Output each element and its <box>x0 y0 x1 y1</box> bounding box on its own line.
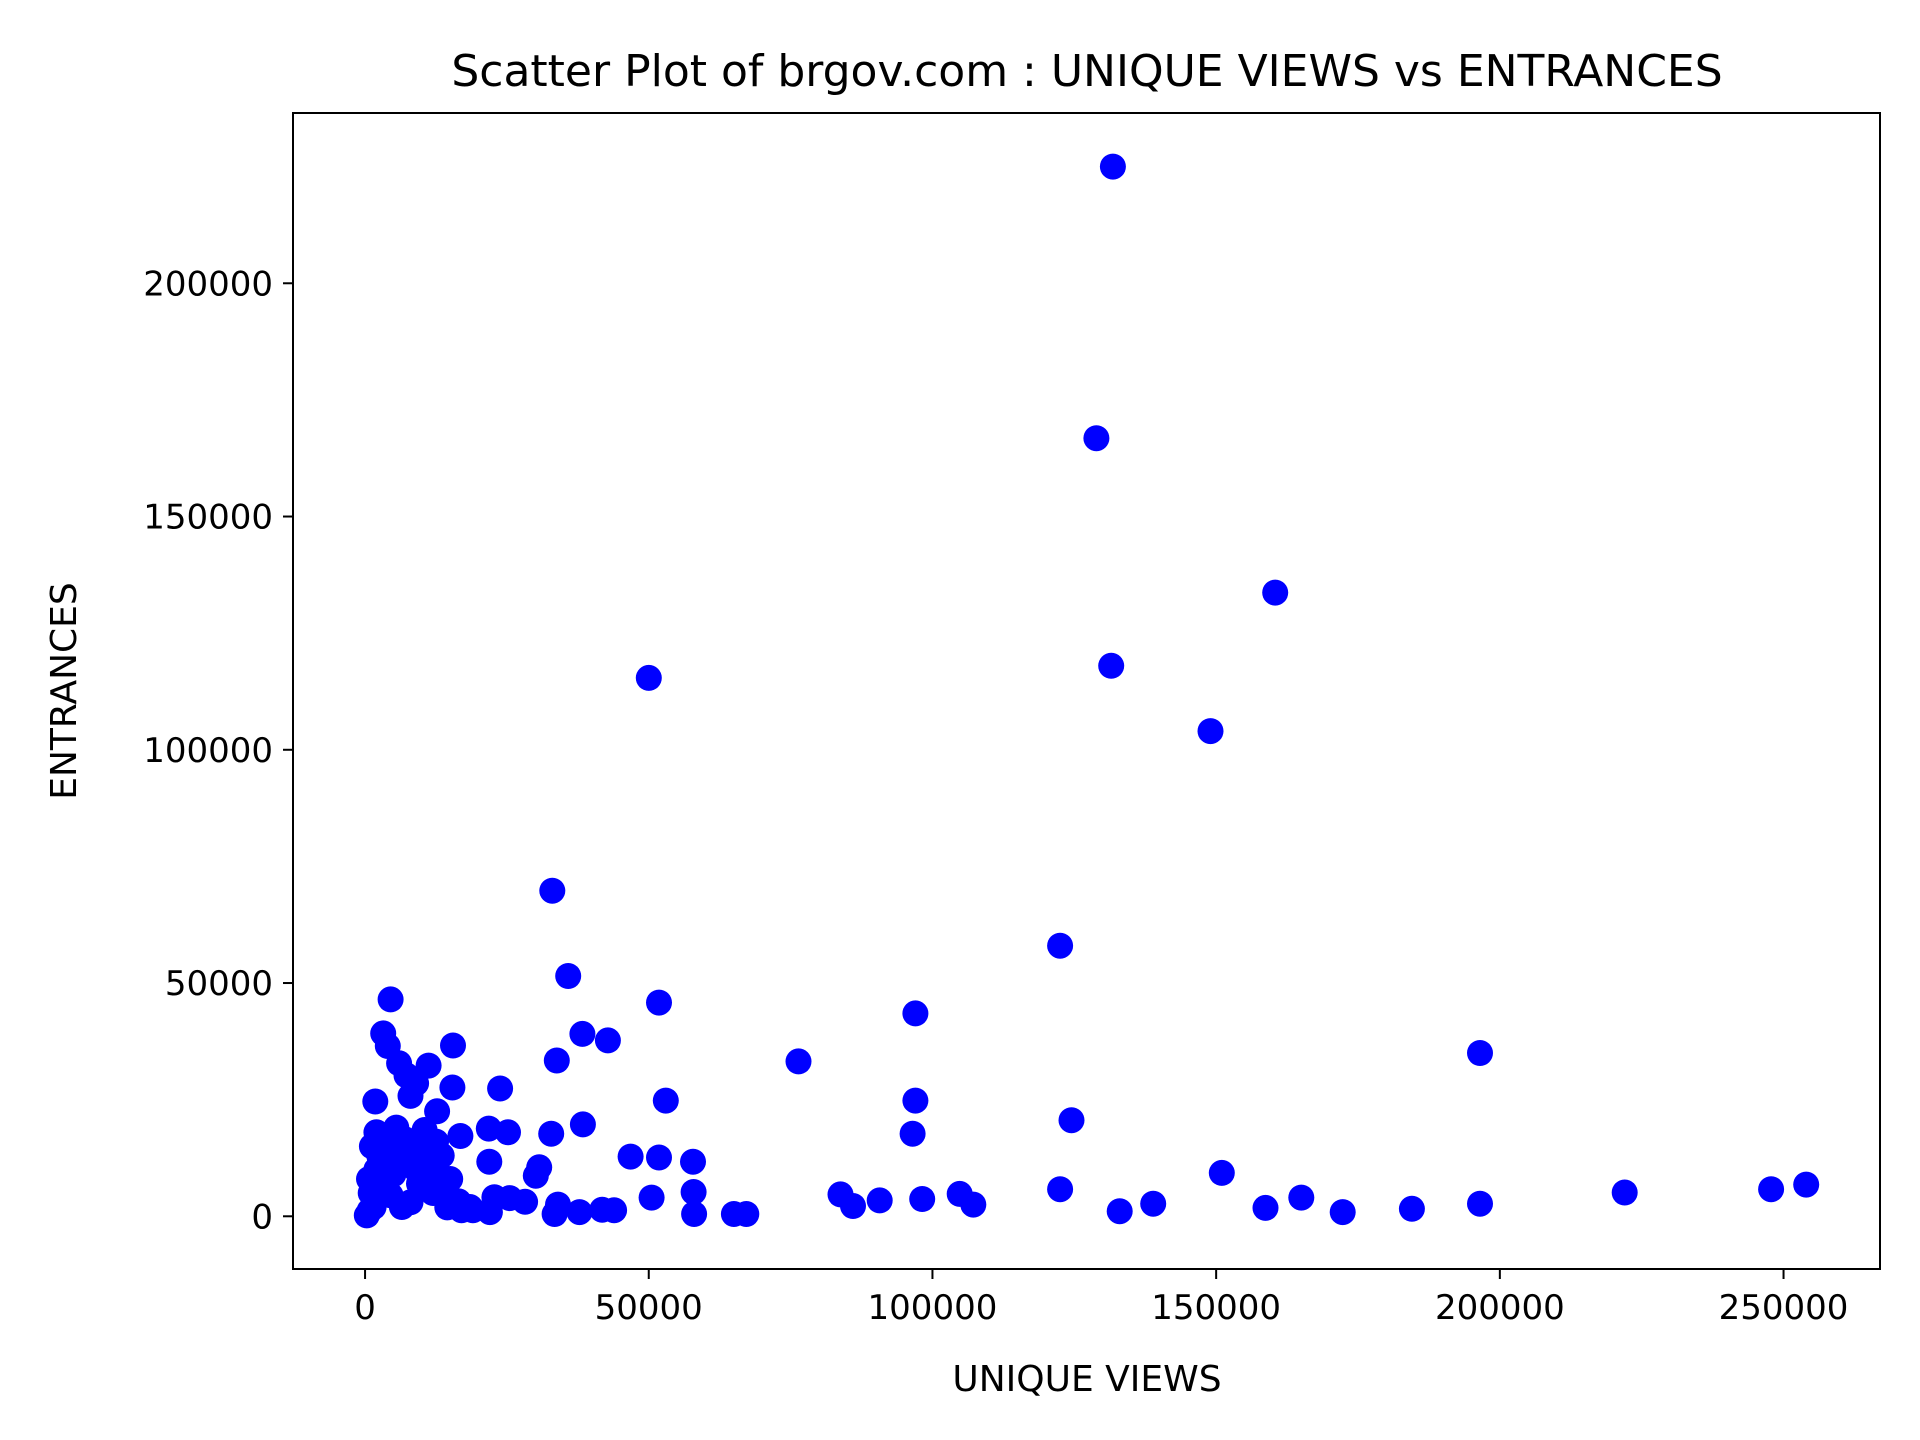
data-point <box>447 1123 474 1149</box>
data-point <box>1611 1179 1638 1206</box>
data-point <box>1252 1194 1279 1221</box>
data-point <box>363 1156 390 1183</box>
data-point <box>424 1098 451 1125</box>
y-tick-label: 100000 <box>143 731 273 771</box>
data-point <box>1329 1199 1356 1226</box>
data-point <box>733 1201 760 1227</box>
y-axis: 0 50000 100000 150000 200000 <box>143 264 293 1237</box>
data-point <box>785 1048 812 1075</box>
data-point <box>646 1144 672 1171</box>
data-point <box>652 1087 679 1114</box>
data-point <box>475 1115 502 1142</box>
data-point <box>457 1194 483 1220</box>
x-axis: 0 50000 100000 150000 200000 250000 <box>354 1269 1848 1328</box>
data-point <box>555 963 582 989</box>
data-point <box>538 1120 565 1147</box>
x-tick-label: 150000 <box>1151 1288 1281 1328</box>
data-point <box>569 1111 596 1138</box>
data-point <box>1398 1195 1425 1222</box>
data-point <box>358 1133 385 1160</box>
x-tick-label: 100000 <box>868 1288 998 1328</box>
data-point <box>1140 1190 1167 1217</box>
data-point <box>377 986 404 1013</box>
data-point <box>1262 579 1289 606</box>
data-point <box>680 1148 706 1175</box>
data-point <box>566 1199 593 1226</box>
data-point <box>440 1032 466 1059</box>
data-point <box>545 1191 571 1218</box>
data-point <box>866 1187 893 1214</box>
data-point <box>1467 1040 1493 1066</box>
x-axis-label: UNIQUE VIEWS <box>952 1359 1221 1400</box>
data-point <box>377 1182 404 1209</box>
data-point <box>1099 153 1126 180</box>
x-tick-label: 0 <box>354 1288 376 1328</box>
x-tick-label: 250000 <box>1719 1288 1849 1328</box>
data-point <box>1083 425 1110 452</box>
data-point <box>1098 652 1125 679</box>
data-point <box>437 1166 464 1192</box>
y-tick-label: 50000 <box>165 964 273 1004</box>
data-point <box>428 1142 455 1169</box>
data-point <box>594 1027 621 1054</box>
data-point <box>840 1193 866 1219</box>
data-point <box>406 1170 432 1197</box>
data-point <box>1047 932 1074 959</box>
data-point <box>1197 718 1224 745</box>
x-tick-label: 50000 <box>595 1288 703 1328</box>
data-point <box>589 1196 616 1223</box>
data-point <box>681 1201 708 1227</box>
data-point <box>1467 1190 1493 1217</box>
y-tick-label: 150000 <box>143 498 273 538</box>
data-point <box>646 989 672 1016</box>
data-point <box>899 1120 926 1147</box>
data-point <box>909 1186 936 1212</box>
data-point <box>902 1087 929 1114</box>
data-point <box>439 1074 466 1101</box>
data-point <box>960 1191 987 1218</box>
data-point <box>1793 1171 1820 1198</box>
data-point <box>539 877 566 904</box>
x-tick-label: 200000 <box>1435 1288 1565 1328</box>
data-point <box>1208 1159 1235 1186</box>
y-tick-label: 200000 <box>143 264 273 304</box>
plot-frame <box>292 112 1881 1270</box>
data-point <box>397 1082 424 1109</box>
data-point <box>495 1119 521 1146</box>
data-point <box>617 1143 644 1170</box>
chart-title: Scatter Plot of brgov.com : UNIQUE VIEWS… <box>451 46 1722 97</box>
data-point <box>1288 1184 1315 1211</box>
data-point <box>356 1197 383 1224</box>
data-point <box>638 1184 665 1211</box>
data-point <box>1758 1176 1785 1203</box>
data-point <box>411 1117 438 1143</box>
y-axis-label: ENTRANCES <box>44 582 85 800</box>
data-point <box>1058 1107 1085 1134</box>
data-point <box>512 1188 539 1215</box>
data-point <box>1106 1198 1133 1225</box>
data-point <box>487 1075 514 1102</box>
data-point <box>362 1088 389 1115</box>
data-point <box>1047 1176 1074 1203</box>
y-tick-label: 0 <box>251 1197 273 1237</box>
data-point <box>543 1047 570 1074</box>
data-point <box>902 1000 929 1027</box>
data-point <box>391 1126 418 1153</box>
data-point <box>522 1162 549 1189</box>
data-point <box>635 664 662 691</box>
data-point <box>569 1020 596 1047</box>
data-point <box>680 1179 707 1205</box>
data-point <box>476 1148 503 1175</box>
plot-points <box>353 153 1820 1229</box>
